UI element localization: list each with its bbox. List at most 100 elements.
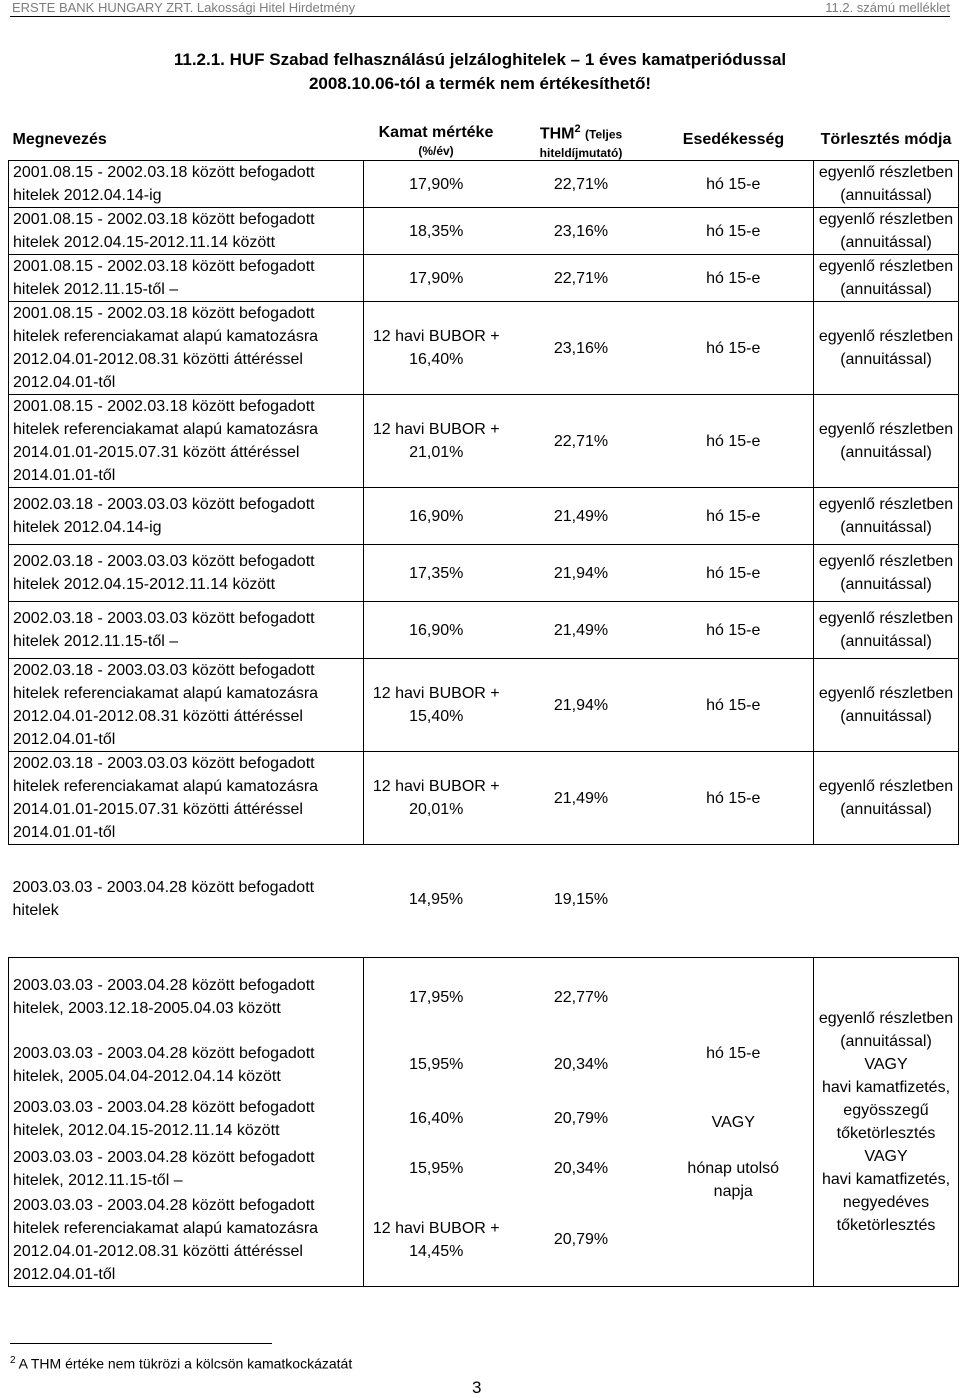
header-right: 11.2. számú melléklet [825, 0, 950, 15]
cell-name: 2002.03.18 - 2003.03.03 között befogadot… [8, 751, 364, 846]
cell-repay-merged: egyenlő részletben (annuitással) VAGY havi … [813, 957, 959, 1287]
cell-name: 2003.03.03 - 2003.04.28 között befogadot… [8, 1143, 364, 1194]
name-line: 2012.04.01-2012.08.31 közötti áttéréssel [13, 351, 303, 369]
header-left: ERSTE BANK HUNGARY ZRT. Lakossági Hitel … [12, 0, 356, 15]
cell-name: 2002.03.18 - 2003.03.03 között befogadot… [8, 658, 364, 753]
table-row: 2001.08.15 - 2002.03.18 között befogadot… [8, 394, 959, 489]
cell-name: 2002.03.18 - 2003.03.03 között befogadot… [8, 544, 364, 603]
repay-line: egyenlő részletben [818, 778, 954, 796]
cell-rate: 16,40% [364, 1094, 509, 1144]
rate-line: 16,40% [409, 351, 464, 369]
title-line-2: 2008.10.06-tól a termék nem értékesíthet… [308, 74, 652, 93]
cell-due: hó 15-e [653, 544, 814, 603]
name-line: hitelek referenciakamat alapú kamatozásr… [13, 421, 319, 439]
due-line: hónap utolsó [687, 1159, 780, 1177]
due-line: VAGY [711, 1113, 755, 1131]
cell-name: 2003.03.03 - 2003.04.28 között befogadot… [8, 1193, 364, 1287]
col-header-repay: Törlesztés módja [820, 130, 952, 148]
table-row: 2003.03.03 - 2003.04.28 között befogadot… [8, 1193, 959, 1287]
repay-line: egyenlő részletben [818, 610, 954, 628]
cell-rate: 12 havi BUBOR + 20,01% [363, 751, 509, 846]
name-line: 2014.01.01-től [13, 824, 116, 842]
cell-thm: 19,15% [553, 890, 609, 908]
name-line: hitelek referenciakamat alapú kamatozásr… [13, 328, 319, 346]
repay-line: havi kamatfizetés, [821, 1171, 951, 1189]
cell-repay: egyenlő részletben (annuitással) [813, 658, 959, 753]
name-line: 2002.03.18 - 2003.03.03 között befogadot… [13, 610, 315, 628]
cell-name: 2003.03.03 - 2003.04.28 között befogadot… [8, 1093, 364, 1144]
cell-repay [814, 869, 959, 929]
cell-due: hó 15-e [653, 394, 814, 489]
name-line: hitelek 2012.11.15-től – [13, 633, 179, 651]
table-row: 2001.08.15 - 2002.03.18 között befogadot… [8, 207, 959, 256]
cell-thm: 23,16% [508, 207, 654, 256]
cell-rate: 16,90% [363, 601, 509, 660]
cell-name: 2003.03.03 - 2003.04.28 között befogadot… [8, 957, 364, 1036]
repay-line: egyenlő részletben [818, 553, 954, 571]
name-line: hitelek referenciakamat alapú kamatozásr… [13, 1219, 319, 1237]
cell-thm: 21,49% [508, 487, 654, 546]
cell-repay: egyenlő részletben (annuitással) [813, 601, 959, 660]
table-row: 2003.03.03 - 2003.04.28 között befogadot… [8, 1093, 959, 1144]
cell-repay: egyenlő részletben (annuitással) [813, 751, 959, 846]
cell-due: hó 15-e [653, 601, 814, 660]
name-line: 2001.08.15 - 2002.03.18 között befogadot… [13, 258, 315, 276]
table-row: 2003.03.03 - 2003.04.28 között befogadot… [8, 1143, 959, 1194]
cell-due: hó 15-e [653, 207, 814, 256]
repay-line: (annuitással) [840, 281, 932, 299]
repay-line: (annuitással) [840, 633, 932, 651]
cell-rate: 17,95% [363, 957, 509, 1036]
name-line: hitelek, 2003.12.18-2005.04.03 között [13, 1000, 281, 1018]
table-row: 2003.03.03 - 2003.04.28 között befogadot… [8, 1035, 959, 1094]
rate-line: 15,95% [409, 1056, 464, 1074]
cell-name: 2001.08.15 - 2002.03.18 között befogadot… [8, 254, 364, 303]
name-line: 2003.03.03 - 2003.04.28 között befogadot… [13, 1196, 315, 1214]
cell-name: 2001.08.15 - 2002.03.18 között befogadot… [8, 160, 364, 209]
cell-name: 2003.03.03 - 2003.04.28 között befogadot… [8, 1035, 364, 1094]
repay-line: VAGY [864, 1056, 908, 1074]
cell-rate: 12 havi BUBOR + 15,40% [363, 658, 509, 753]
rate-line: 16,40% [409, 1110, 464, 1128]
table-row: 2001.08.15 - 2002.03.18 között befogadot… [8, 301, 959, 396]
cell-repay: egyenlő részletben (annuitással) [813, 207, 959, 256]
name-line: hitelek [12, 902, 59, 920]
cell-due: hó 15-e [653, 658, 814, 753]
spacer-row [9, 929, 959, 958]
repay-line: egyenlő részletben [818, 1010, 954, 1028]
rate-line: 12 havi BUBOR + [372, 1219, 500, 1237]
cell-due-merged: hó 15-e VAGY hónap utolsó napja [653, 957, 814, 1287]
cell-thm: 21,94% [508, 544, 654, 603]
cell-name: 2002.03.18 - 2003.03.03 között befogadot… [8, 487, 364, 546]
table-row: 2002.03.18 - 2003.03.03 között befogadot… [8, 751, 959, 846]
repay-line: egyenlő részletben [818, 211, 954, 229]
cell-thm: 22,71% [508, 160, 654, 209]
page-number: 3 [472, 1378, 482, 1397]
name-line: hitelek 2012.04.14-ig [13, 187, 162, 205]
rate-line: 14,45% [409, 1242, 464, 1260]
col-header-rate: Kamat mértéke (%/év) [378, 123, 494, 158]
repay-line: egyenlő részletben [818, 328, 954, 346]
cell-name: 2001.08.15 - 2002.03.18 között befogadot… [8, 394, 364, 489]
rates-table: Megnevezés Kamat mértéke (%/év) THM2 (Tel… [8, 118, 959, 1287]
repay-line: (annuitással) [840, 351, 932, 369]
name-line: 2001.08.15 - 2002.03.18 között befogadot… [13, 164, 315, 182]
cell-rate: 15,95% [364, 1036, 509, 1094]
cell-thm: 22,71% [508, 254, 654, 303]
name-line: hitelek 2012.04.15-2012.11.14 között [13, 576, 276, 594]
cell-rate: 12 havi BUBOR + 16,40% [363, 301, 509, 396]
table-row: 2001.08.15 - 2002.03.18 között befogadot… [8, 254, 959, 303]
name-line: hitelek, 2012.04.15-2012.11.14 között [13, 1121, 280, 1139]
repay-line: (annuitással) [840, 187, 932, 205]
name-line: 2003.03.03 - 2003.04.28 között befogadot… [13, 977, 315, 995]
repay-line: VAGY [864, 1148, 908, 1166]
repay-line: egyösszegű [843, 1102, 929, 1120]
name-line: 2003.03.03 - 2003.04.28 között befogadot… [13, 1098, 315, 1116]
name-line: 2012.04.01-2012.08.31 közötti áttéréssel [13, 1242, 303, 1260]
repay-line: havi kamatfizetés, [821, 1079, 951, 1097]
name-line: 2012.04.01-2012.08.31 közötti áttéréssel [13, 708, 303, 726]
table-row: 2002.03.18 - 2003.03.03 között befogadot… [8, 544, 959, 603]
cell-rate: 12 havi BUBOR + 21,01% [363, 394, 509, 489]
cell-rate: 14,95% [364, 869, 509, 929]
rate-line: 12 havi BUBOR + [372, 328, 500, 346]
repay-line: (annuitással) [840, 1033, 932, 1051]
